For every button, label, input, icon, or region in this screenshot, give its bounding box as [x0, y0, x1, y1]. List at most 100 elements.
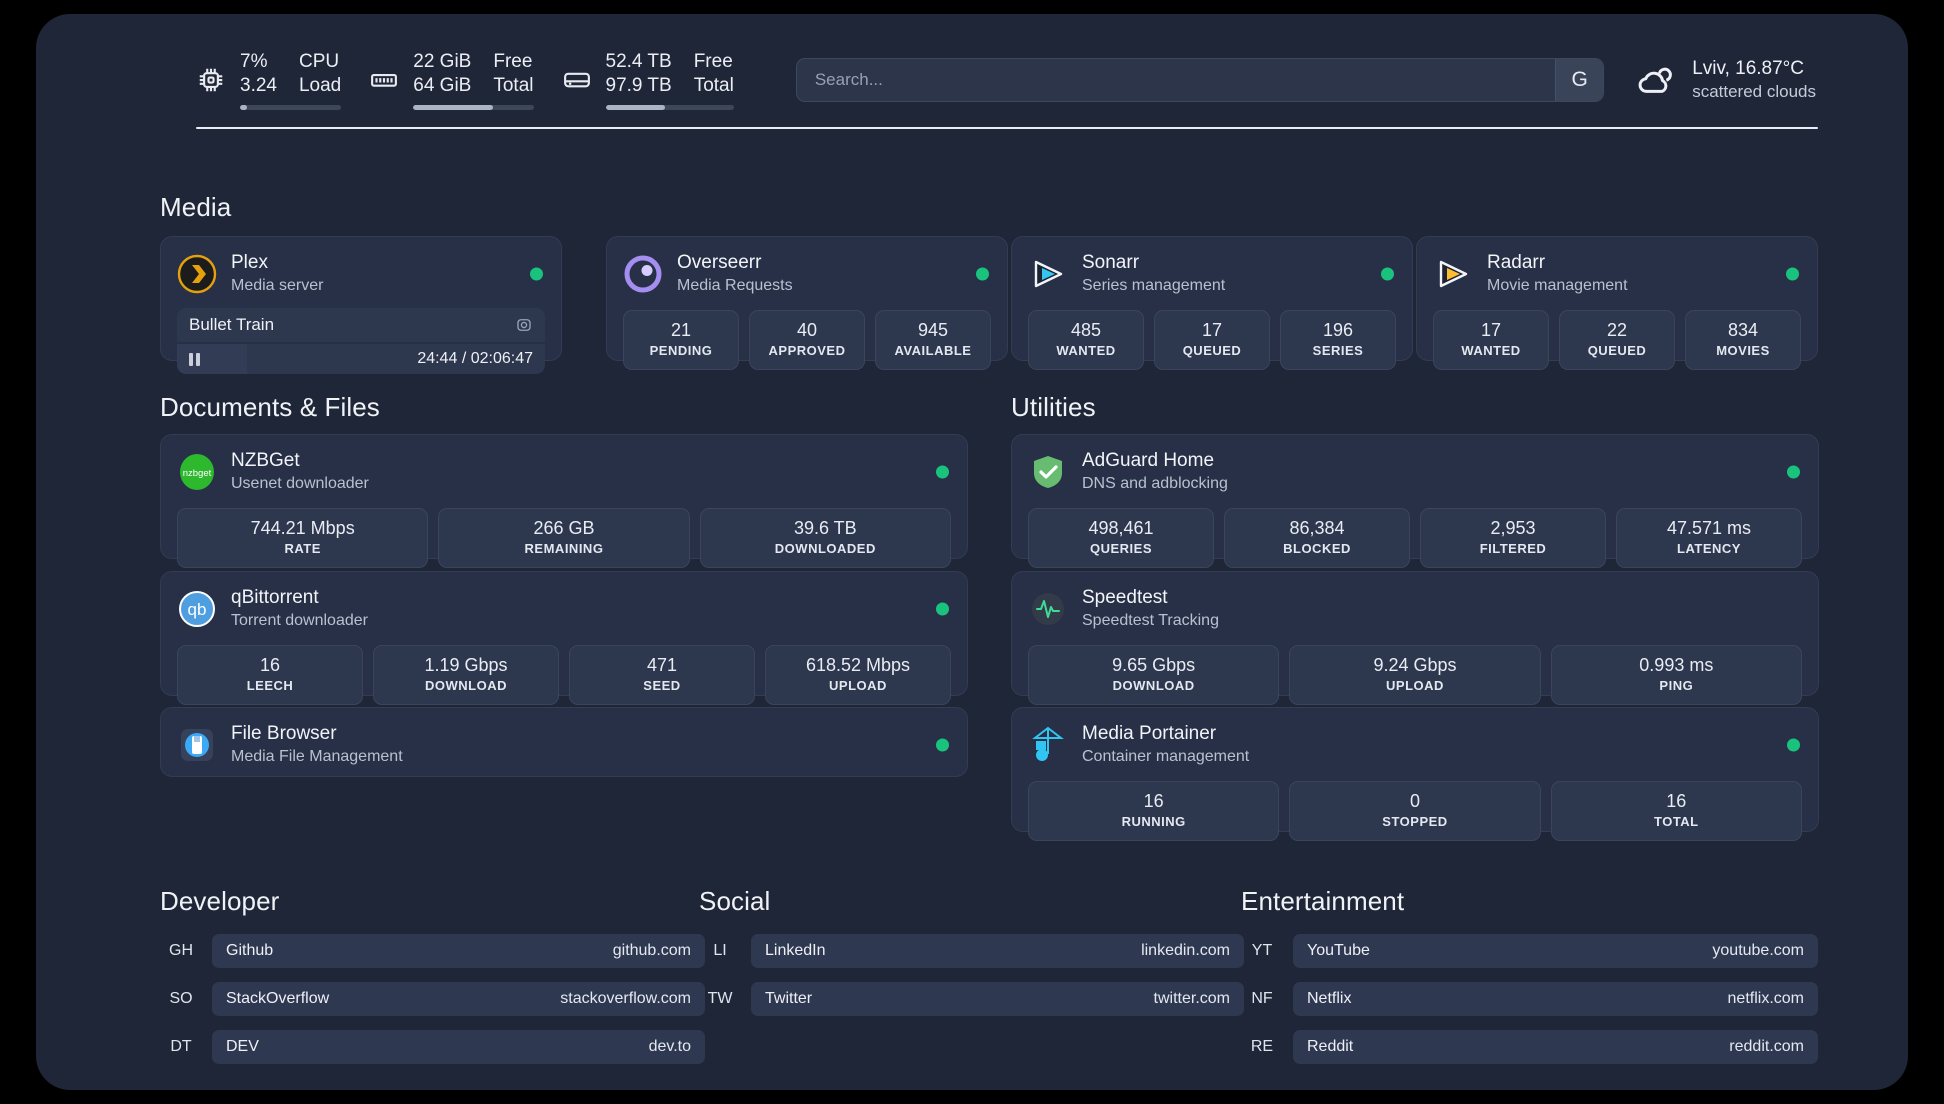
- bookmark-badge: NF: [1251, 990, 1273, 1007]
- stat-item: 0.993 ms PING: [1550, 645, 1802, 705]
- bookmark-item-dev[interactable]: DT DEV dev.to: [160, 1030, 705, 1064]
- card-title: File Browser: [231, 723, 337, 744]
- disk-usage-bar: [605, 105, 734, 111]
- bookmark-url: twitter.com: [1153, 990, 1230, 1007]
- overseerr-icon: [623, 254, 663, 294]
- card-radarr[interactable]: Radarr Movie management 17 WANTED 22 QUE…: [1416, 236, 1818, 370]
- dashboard-frame: 7% 3.24 CPU Load: [36, 14, 1908, 1090]
- stat-value: 471: [646, 655, 678, 676]
- stat-label: WANTED: [1056, 342, 1116, 358]
- stat-label: APPROVED: [768, 342, 846, 358]
- status-badge: [1787, 738, 1800, 752]
- card-media-portainer[interactable]: Media Portainer Container management 16 …: [1011, 707, 1819, 841]
- bookmark-link[interactable]: StackOverflow stackoverflow.com: [212, 982, 705, 1016]
- status-badge: [1786, 267, 1799, 281]
- stat-value: 16: [259, 655, 281, 676]
- cpu-icon: [196, 65, 226, 95]
- disk-stat-group: 52.4 TB 97.9 TB Free Total: [562, 50, 734, 111]
- stat-label: PENDING: [649, 342, 713, 358]
- stat-item: 834 MOVIES: [1685, 310, 1801, 370]
- stat-value: 47.571 ms: [1666, 518, 1752, 539]
- status-badge: [530, 267, 543, 281]
- stat-value: 0.993 ms: [1639, 655, 1714, 676]
- plex-icon: [177, 254, 217, 294]
- stat-item: 196 SERIES: [1280, 310, 1396, 370]
- bookmark-name: StackOverflow: [226, 990, 330, 1007]
- status-badge: [976, 267, 989, 281]
- stat-item: 40 APPROVED: [749, 310, 865, 370]
- bookmark-name: LinkedIn: [765, 942, 826, 959]
- bookmark-name: DEV: [226, 1038, 259, 1055]
- search-bar[interactable]: G: [795, 58, 1605, 102]
- stat-value: 744.21 Mbps: [250, 518, 355, 539]
- bookmark-link[interactable]: Netflix netflix.com: [1293, 982, 1818, 1016]
- bookmark-item-stackoverflow[interactable]: SO StackOverflow stackoverflow.com: [160, 982, 705, 1016]
- bookmark-item-twitter[interactable]: TW Twitter twitter.com: [699, 982, 1244, 1016]
- cpu-usage-value: 7%: [240, 50, 268, 72]
- bookmark-link[interactable]: LinkedIn linkedin.com: [751, 934, 1244, 968]
- stat-value: 498,461: [1088, 518, 1154, 539]
- card-file-browser[interactable]: File Browser Media File Management: [160, 707, 968, 777]
- bookmark-link[interactable]: Twitter twitter.com: [751, 982, 1244, 1016]
- card-adguard-home[interactable]: AdGuard Home DNS and adblocking 498,461 …: [1011, 434, 1819, 568]
- bookmark-url: linkedin.com: [1141, 942, 1230, 959]
- card-subtitle: Media server: [231, 276, 324, 294]
- adguard-shield-icon: [1028, 452, 1068, 492]
- cpu-stat-group: 7% 3.24 CPU Load: [196, 50, 342, 111]
- cast-icon[interactable]: [515, 316, 533, 334]
- cpu-usage-bar: [240, 105, 342, 111]
- stat-item: 39.6 TB DOWNLOADED: [699, 508, 951, 568]
- card-qbittorrent[interactable]: qb qBittorrent Torrent downloader 16 LEE…: [160, 571, 968, 705]
- card-nzbget[interactable]: nzbget NZBGet Usenet downloader 744.21 M…: [160, 434, 968, 568]
- memory-stat-group: 22 GiB 64 GiB Free Total: [369, 50, 534, 111]
- bookmark-item-netflix[interactable]: NF Netflix netflix.com: [1241, 982, 1818, 1016]
- stat-item: 22 QUEUED: [1559, 310, 1675, 370]
- bookmark-item-linkedin[interactable]: LI LinkedIn linkedin.com: [699, 934, 1244, 968]
- stat-value: 21: [670, 320, 692, 341]
- cpu-label: CPU: [298, 50, 340, 72]
- bookmark-link[interactable]: DEV dev.to: [212, 1030, 705, 1064]
- search-engine-button[interactable]: G: [1555, 59, 1604, 101]
- bookmark-link[interactable]: Github github.com: [212, 934, 705, 968]
- section-title-documents: Documents & Files: [160, 392, 380, 422]
- speedtest-icon: [1028, 589, 1068, 629]
- stat-value: 40: [796, 320, 818, 341]
- stat-value: 9.24 Gbps: [1373, 655, 1457, 676]
- card-plex[interactable]: Plex Media server Bullet Train 24:44 / 0…: [160, 236, 562, 375]
- bookmark-name: Netflix: [1307, 990, 1352, 1007]
- bookmark-link[interactable]: Reddit reddit.com: [1293, 1030, 1818, 1064]
- bookmark-url: reddit.com: [1729, 1038, 1804, 1055]
- search-input[interactable]: [796, 59, 1556, 101]
- stat-item: 2,953 FILTERED: [1420, 508, 1606, 568]
- section-title-media: Media: [160, 192, 232, 222]
- status-badge: [1381, 267, 1394, 281]
- section-title-utilities: Utilities: [1011, 392, 1096, 422]
- status-badge: [1787, 465, 1800, 479]
- sonarr-icon: [1028, 254, 1068, 294]
- stat-label: LATENCY: [1677, 540, 1741, 556]
- bookmark-url: dev.to: [648, 1038, 691, 1055]
- bookmark-item-youtube[interactable]: YT YouTube youtube.com: [1241, 934, 1818, 968]
- stat-label: DOWNLOAD: [1112, 677, 1195, 693]
- status-badge: [936, 465, 949, 479]
- card-sonarr[interactable]: Sonarr Series management 485 WANTED 17 Q…: [1011, 236, 1413, 370]
- card-speedtest[interactable]: Speedtest Speedtest Tracking 9.65 Gbps D…: [1011, 571, 1819, 705]
- bookmark-item-reddit[interactable]: RE Reddit reddit.com: [1241, 1030, 1818, 1064]
- bookmark-name: Twitter: [765, 990, 813, 1007]
- playback-progress-bar[interactable]: [177, 344, 247, 375]
- bookmark-item-github[interactable]: GH Github github.com: [160, 934, 705, 968]
- bookmark-link[interactable]: YouTube youtube.com: [1293, 934, 1818, 968]
- stat-item: 498,461 QUERIES: [1028, 508, 1214, 568]
- card-overseerr[interactable]: Overseerr Media Requests 21 PENDING 40 A…: [606, 236, 1008, 370]
- memory-total-label: Total: [493, 75, 534, 96]
- pause-icon[interactable]: [189, 352, 200, 366]
- weather-temperature: Lviv, 16.87°C: [1692, 57, 1805, 79]
- stat-label: UPLOAD: [829, 677, 887, 693]
- header-bar: 7% 3.24 CPU Load: [196, 36, 1816, 124]
- stat-value: 618.52 Mbps: [805, 655, 911, 676]
- stat-value: 0: [1409, 791, 1420, 812]
- radarr-icon: [1433, 254, 1473, 294]
- stat-value: 9.65 Gbps: [1112, 655, 1196, 676]
- card-title: NZBGet: [231, 450, 300, 471]
- status-badge: [936, 738, 949, 752]
